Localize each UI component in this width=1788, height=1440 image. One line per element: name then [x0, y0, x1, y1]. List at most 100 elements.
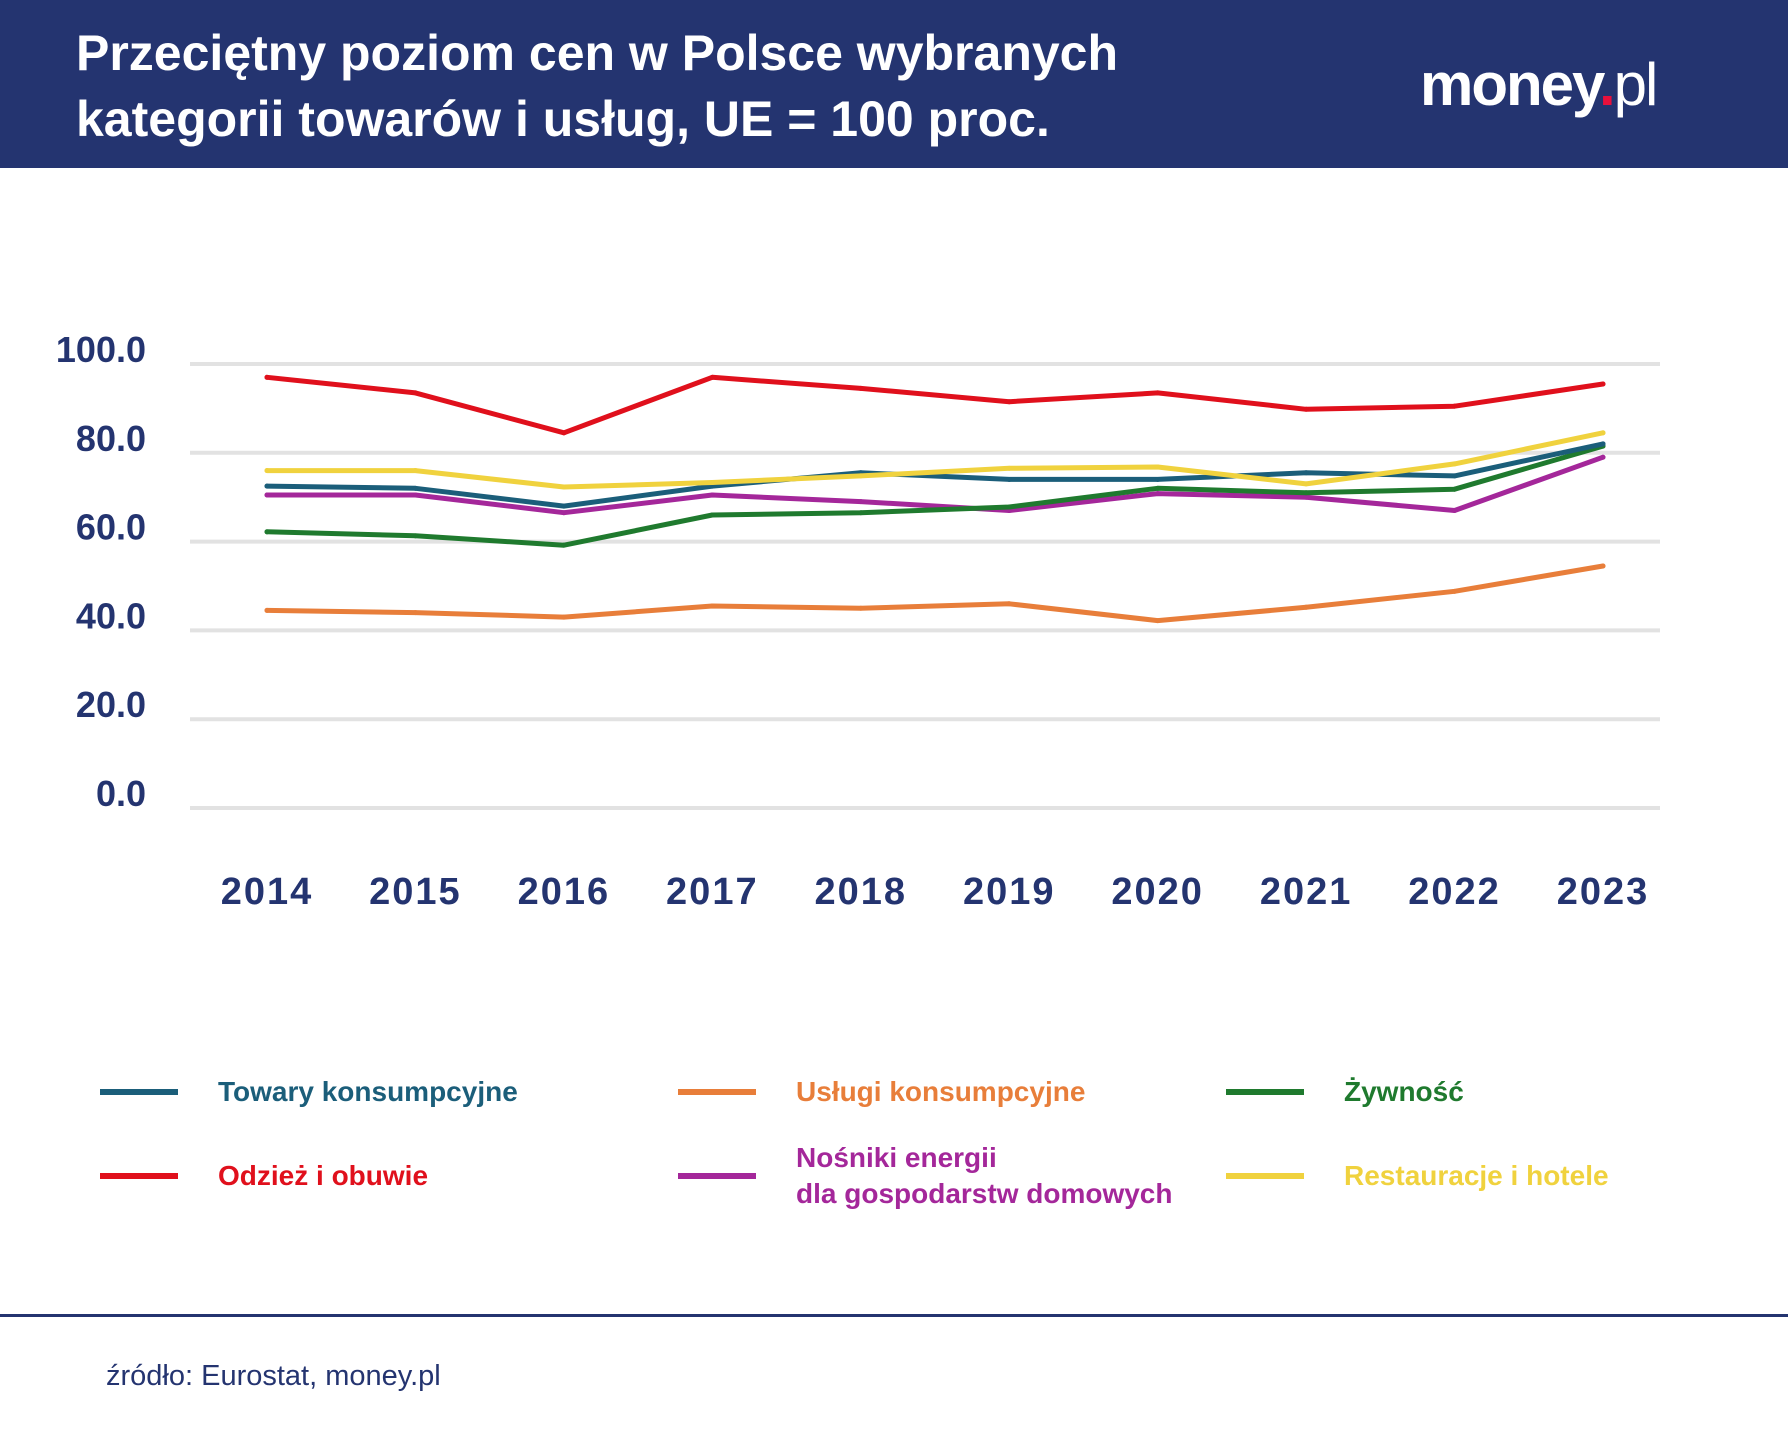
data-point — [561, 614, 567, 620]
title-line-2: kategorii towarów i usług, UE = 100 proc… — [76, 91, 1050, 147]
chart-title: Przeciętny poziom cen w Polsce wybranych… — [76, 20, 1118, 152]
data-point — [858, 473, 864, 479]
data-point — [561, 542, 567, 548]
legend-swatch — [100, 1173, 178, 1179]
data-point — [561, 503, 567, 509]
legend-swatch — [678, 1173, 756, 1179]
data-point — [1303, 494, 1309, 500]
data-point — [1006, 399, 1012, 405]
data-point — [412, 485, 418, 491]
data-point — [1452, 508, 1458, 514]
y-tick-label: 0.0 — [96, 773, 146, 814]
data-point — [1303, 604, 1309, 610]
x-tick-label: 2022 — [1408, 871, 1501, 913]
x-tick-label: 2021 — [1260, 871, 1353, 913]
legend-item: Nośniki energii dla gospodarstw domowych — [678, 1136, 1172, 1216]
data-point — [264, 607, 270, 613]
x-tick-label: 2018 — [815, 871, 908, 913]
legend-item: Usługi konsumpcyjne — [678, 1052, 1085, 1132]
data-point — [1452, 588, 1458, 594]
data-point — [1303, 470, 1309, 476]
data-point — [1600, 563, 1606, 569]
legend-label: Nośniki energii dla gospodarstw domowych — [796, 1142, 1173, 1209]
data-point — [561, 430, 567, 436]
legend-label: Żywność — [1344, 1076, 1464, 1107]
data-point — [709, 374, 715, 380]
data-point — [1006, 504, 1012, 510]
y-tick-label: 40.0 — [76, 595, 146, 636]
y-tick-label: 80.0 — [76, 418, 146, 459]
data-point — [264, 468, 270, 474]
data-point — [1452, 473, 1458, 479]
data-point — [709, 492, 715, 498]
legend-swatch — [678, 1089, 756, 1095]
x-tick-label: 2020 — [1111, 871, 1204, 913]
data-point — [1155, 476, 1161, 482]
data-point — [858, 510, 864, 516]
footer-divider — [0, 1314, 1788, 1317]
legend-item: Restauracje i hotele — [1226, 1136, 1609, 1216]
source-note: źródło: Eurostat, money.pl — [106, 1360, 441, 1392]
x-tick-label: 2017 — [666, 871, 759, 913]
data-point — [709, 603, 715, 609]
series-line-5 — [264, 430, 1606, 490]
x-tick-label: 2015 — [369, 871, 462, 913]
series-line-1 — [264, 563, 1606, 624]
data-point — [1303, 490, 1309, 496]
data-point — [1006, 601, 1012, 607]
y-tick-label: 20.0 — [76, 684, 146, 725]
data-point — [858, 605, 864, 611]
data-point — [264, 492, 270, 498]
x-tick-label: 2019 — [963, 871, 1056, 913]
data-point — [1303, 481, 1309, 487]
y-tick-label: 60.0 — [76, 507, 146, 548]
title-line-1: Przeciętny poziom cen w Polsce wybranych — [76, 25, 1119, 81]
data-point — [1452, 403, 1458, 409]
legend-item: Żywność — [1226, 1052, 1464, 1132]
legend-swatch — [1226, 1089, 1304, 1095]
data-point — [858, 385, 864, 391]
legend-label: Odzież i obuwie — [218, 1160, 429, 1191]
data-point — [1600, 454, 1606, 460]
data-point — [1155, 491, 1161, 497]
data-point — [1600, 381, 1606, 387]
data-point — [1600, 441, 1606, 447]
legend-label: Restauracje i hotele — [1344, 1160, 1609, 1191]
legend-item: Odzież i obuwie — [100, 1136, 428, 1216]
data-point — [561, 510, 567, 516]
x-tick-label: 2014 — [221, 871, 314, 913]
data-point — [412, 492, 418, 498]
logo-suffix: pl — [1613, 51, 1659, 118]
data-point — [1452, 461, 1458, 467]
data-point — [412, 468, 418, 474]
line-chart: 0.0 20.0 40.0 60.0 80.0 100.0 2014 2015 2016 2017… — [56, 329, 1660, 913]
series-line-3 — [264, 374, 1606, 436]
data-point — [561, 484, 567, 490]
data-point — [1303, 406, 1309, 412]
data-point — [1155, 390, 1161, 396]
legend-label: Usługi konsumpcyjne — [796, 1076, 1086, 1107]
legend-label: Towary konsumpcyjne — [218, 1076, 518, 1107]
data-point — [412, 390, 418, 396]
data-point — [412, 533, 418, 539]
x-tick-label: 2016 — [518, 871, 611, 913]
y-tick-label: 100.0 — [56, 329, 146, 370]
data-point — [1155, 618, 1161, 624]
data-point — [1600, 430, 1606, 436]
data-point — [709, 512, 715, 518]
data-point — [709, 480, 715, 486]
data-point — [1452, 486, 1458, 492]
data-point — [858, 499, 864, 505]
data-point — [1006, 476, 1012, 482]
series-line-2 — [264, 443, 1606, 548]
data-point — [264, 529, 270, 535]
data-point — [1155, 464, 1161, 470]
logo-dot: . — [1598, 51, 1616, 118]
series-line-4 — [264, 454, 1606, 516]
x-tick-label: 2023 — [1557, 871, 1650, 913]
data-point — [264, 374, 270, 380]
data-point — [412, 610, 418, 616]
logo-main: money — [1420, 51, 1601, 118]
money-pl-logo: money.pl — [1420, 50, 1659, 119]
data-point — [1006, 465, 1012, 471]
